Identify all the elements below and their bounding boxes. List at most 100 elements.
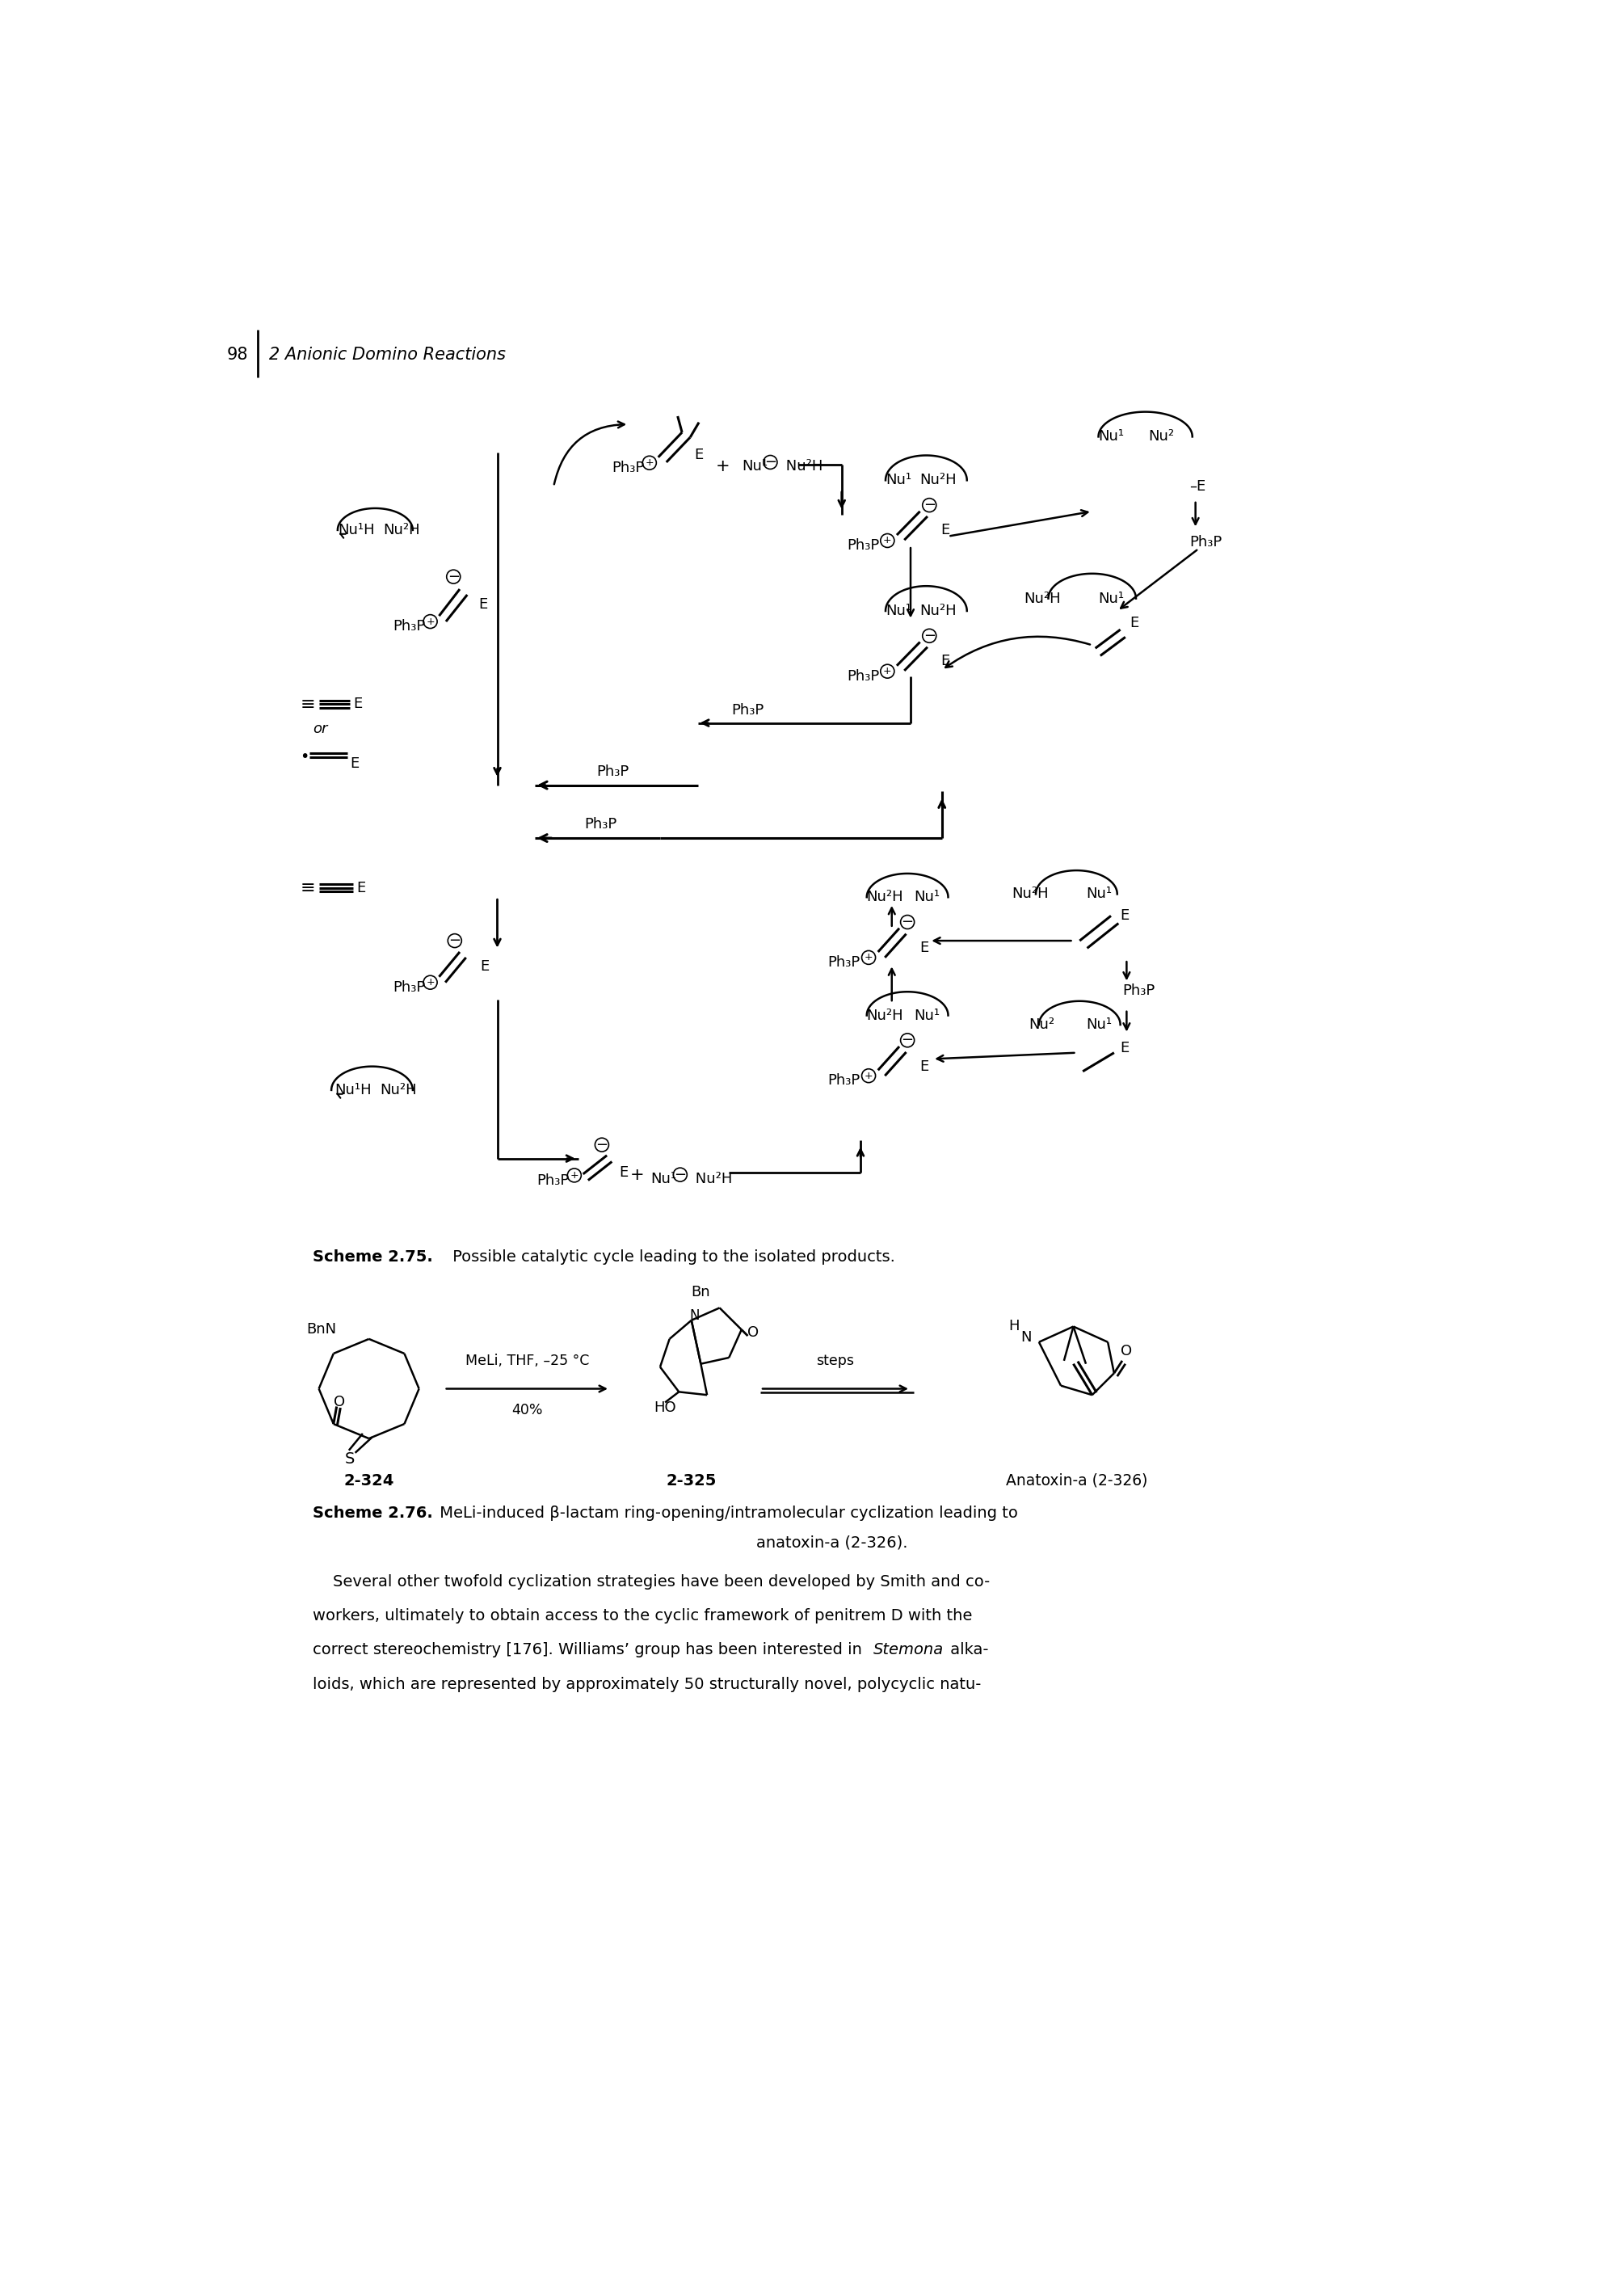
Text: E: E: [940, 522, 950, 538]
Text: E: E: [1121, 910, 1129, 923]
Text: Nu¹: Nu¹: [914, 1008, 940, 1022]
Text: Nu²H: Nu²H: [380, 1084, 417, 1097]
Text: Ph₃P: Ph₃P: [393, 981, 425, 994]
Text: Nu²H: Nu²H: [781, 458, 822, 474]
Text: Nu²: Nu²: [1148, 428, 1174, 444]
Text: E: E: [940, 653, 950, 669]
Text: or: or: [312, 722, 328, 735]
Text: Nu²H: Nu²H: [690, 1171, 732, 1187]
Text: Nu¹: Nu¹: [1086, 1017, 1112, 1031]
Text: Nu¹: Nu¹: [885, 472, 911, 488]
Text: 2-325: 2-325: [666, 1473, 716, 1489]
Text: correct stereochemistry [176]. Williams’ group has been interested in: correct stereochemistry [176]. Williams’…: [312, 1643, 867, 1659]
Text: +: +: [425, 616, 435, 628]
Text: Bn: Bn: [692, 1285, 710, 1299]
Text: O: O: [747, 1326, 758, 1340]
Text: O: O: [1121, 1345, 1132, 1359]
Text: Nu²H: Nu²H: [867, 889, 903, 905]
Text: −: −: [901, 1033, 914, 1047]
Text: −: −: [447, 570, 460, 584]
Text: Ph₃P: Ph₃P: [828, 1074, 861, 1088]
Text: Nu²H: Nu²H: [1025, 591, 1060, 605]
Text: −: −: [765, 456, 776, 470]
Text: Ph₃P: Ph₃P: [846, 669, 879, 683]
Text: Scheme 2.75.: Scheme 2.75.: [312, 1249, 432, 1265]
Text: Ph₃P: Ph₃P: [612, 460, 645, 474]
Text: E: E: [1130, 616, 1138, 630]
Text: ≡: ≡: [300, 696, 315, 713]
Text: Nu²: Nu²: [1028, 1017, 1054, 1031]
Text: Nu²H: Nu²H: [1012, 887, 1049, 900]
Text: Ph₃P: Ph₃P: [1122, 983, 1155, 999]
Text: loids, which are represented by approximately 50 structurally novel, polycyclic : loids, which are represented by approxim…: [312, 1677, 981, 1693]
Text: Nu²H: Nu²H: [867, 1008, 903, 1022]
Text: Possible catalytic cycle leading to the isolated products.: Possible catalytic cycle leading to the …: [447, 1249, 895, 1265]
Text: O: O: [335, 1395, 346, 1409]
Text: Stemona: Stemona: [874, 1643, 944, 1659]
Text: Nu¹: Nu¹: [651, 1171, 677, 1187]
Text: +: +: [883, 536, 892, 545]
Text: Nu²H: Nu²H: [919, 603, 957, 619]
Text: +: +: [570, 1171, 578, 1180]
Text: 98: 98: [227, 346, 248, 362]
Text: H: H: [1009, 1320, 1020, 1333]
Text: Nu¹H: Nu¹H: [338, 522, 375, 538]
Text: MeLi-induced β-lactam ring-opening/intramolecular cyclization leading to: MeLi-induced β-lactam ring-opening/intra…: [435, 1505, 1018, 1521]
Text: 2-324: 2-324: [344, 1473, 395, 1489]
Text: Scheme 2.76.: Scheme 2.76.: [312, 1505, 432, 1521]
Text: MeLi, THF, –25 °C: MeLi, THF, –25 °C: [466, 1354, 590, 1368]
Text: Nu¹: Nu¹: [885, 603, 911, 619]
Text: N: N: [1021, 1331, 1031, 1345]
Text: Nu¹: Nu¹: [914, 889, 940, 905]
Text: Ph₃P: Ph₃P: [598, 765, 630, 779]
Text: E: E: [695, 449, 703, 463]
Text: E: E: [356, 880, 365, 896]
Text: Nu¹: Nu¹: [1098, 591, 1124, 605]
Text: +: +: [716, 458, 729, 474]
Text: E: E: [479, 960, 489, 974]
Text: +: +: [864, 953, 874, 962]
Text: ≡: ≡: [300, 880, 315, 896]
Text: −: −: [448, 932, 461, 948]
Text: 2 Anionic Domino Reactions: 2 Anionic Domino Reactions: [268, 346, 505, 362]
Text: Several other twofold cyclization strategies have been developed by Smith and co: Several other twofold cyclization strate…: [312, 1574, 991, 1590]
Text: +: +: [645, 458, 654, 467]
Text: −: −: [901, 914, 914, 930]
Text: E: E: [354, 696, 362, 713]
Text: Anatoxin-a (2-326): Anatoxin-a (2-326): [1005, 1473, 1147, 1489]
Text: S: S: [346, 1452, 356, 1466]
Text: −: −: [596, 1139, 607, 1152]
Text: N: N: [690, 1308, 700, 1322]
Text: steps: steps: [817, 1354, 854, 1368]
Text: +: +: [630, 1166, 645, 1184]
Text: Ph₃P: Ph₃P: [1189, 536, 1221, 550]
Text: Nu²H: Nu²H: [383, 522, 421, 538]
Text: Nu²H: Nu²H: [919, 472, 957, 488]
Text: 40%: 40%: [512, 1404, 542, 1418]
Text: −: −: [674, 1168, 687, 1182]
Text: Nu¹: Nu¹: [1098, 428, 1124, 444]
Text: E: E: [1121, 1040, 1129, 1056]
Text: anatoxin-a (2-326).: anatoxin-a (2-326).: [757, 1535, 908, 1551]
Text: Ph₃P: Ph₃P: [846, 538, 879, 552]
Text: +: +: [864, 1070, 874, 1081]
Text: +: +: [425, 978, 435, 987]
Text: Ph₃P: Ph₃P: [393, 619, 425, 635]
Text: alka-: alka-: [945, 1643, 989, 1659]
Text: E: E: [619, 1164, 628, 1180]
Text: −: −: [924, 628, 935, 644]
Text: Ph₃P: Ph₃P: [585, 818, 617, 832]
Text: •: •: [300, 749, 309, 765]
Text: +: +: [883, 667, 892, 676]
Text: Nu¹: Nu¹: [742, 458, 768, 474]
Text: E: E: [919, 942, 929, 955]
Text: Ph₃P: Ph₃P: [731, 703, 763, 717]
Text: Nu¹: Nu¹: [1086, 887, 1112, 900]
Text: E: E: [919, 1058, 929, 1074]
Text: Nu¹H: Nu¹H: [335, 1084, 372, 1097]
Text: HO: HO: [654, 1400, 676, 1414]
Text: workers, ultimately to obtain access to the cyclic framework of penitrem D with : workers, ultimately to obtain access to …: [312, 1608, 973, 1624]
Text: Ph₃P: Ph₃P: [828, 955, 861, 969]
Text: −: −: [924, 497, 935, 513]
Text: –E: –E: [1189, 479, 1205, 495]
